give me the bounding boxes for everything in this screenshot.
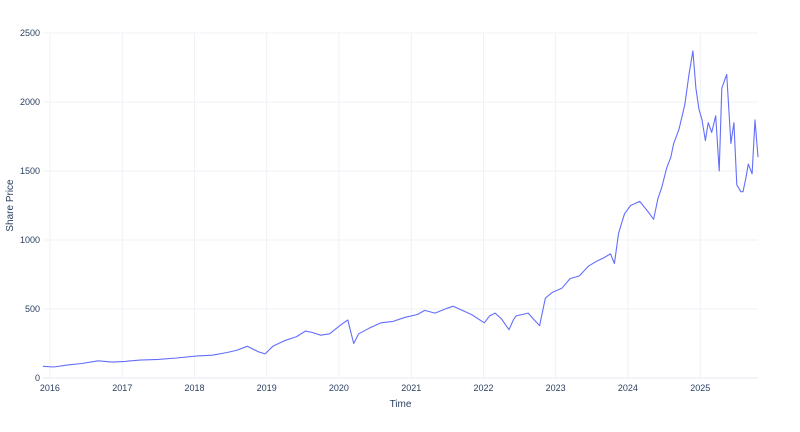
share-price-line — [42, 50, 759, 368]
y-tick-label: 1500 — [20, 166, 40, 176]
x-tick-label: 2021 — [401, 383, 421, 393]
y-tick-label: 2500 — [20, 28, 40, 38]
x-tick-label: 2020 — [329, 383, 349, 393]
x-tick-labels: 2016 2017 2018 2019 2020 2021 2022 2023 2024 2025 — [40, 383, 710, 393]
x-tick-label: 2017 — [112, 383, 132, 393]
y-tick-label: 500 — [25, 304, 40, 314]
x-tick-label: 2016 — [40, 383, 60, 393]
y-axis-title: Share Price — [5, 179, 16, 232]
y-tick-label: 1000 — [20, 235, 40, 245]
y-tick-labels: 0 500 1000 1500 2000 2500 — [20, 28, 40, 383]
x-axis-title: Time — [390, 399, 412, 410]
y-tick-label: 2000 — [20, 97, 40, 107]
x-tick-label: 2022 — [473, 383, 493, 393]
x-tick-label: 2024 — [618, 383, 638, 393]
y-tick-label: 0 — [35, 373, 40, 383]
x-tick-label: 2018 — [184, 383, 204, 393]
x-tick-label: 2025 — [690, 383, 710, 393]
x-tick-label: 2023 — [546, 383, 566, 393]
x-gridlines — [49, 33, 701, 378]
series-layer — [42, 50, 759, 368]
x-tick-label: 2019 — [257, 383, 277, 393]
y-gridlines — [43, 32, 758, 379]
